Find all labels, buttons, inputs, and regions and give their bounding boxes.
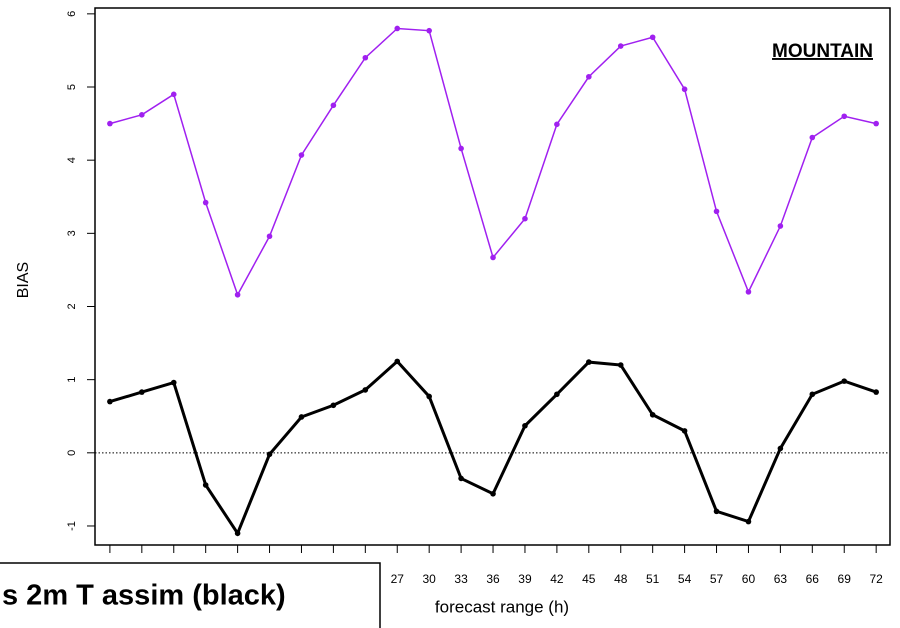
point [490,254,496,261]
x-tick-label: 27 [391,572,405,586]
point [330,402,337,409]
x-tick-label: 45 [582,572,596,586]
point [777,445,784,452]
x-tick-label: 42 [550,572,564,586]
point [170,91,177,98]
point [873,120,879,127]
point [202,199,209,206]
y-tick-label: -1 [66,521,78,531]
point [841,113,848,120]
point [394,358,401,365]
point [873,389,879,395]
point [426,393,432,400]
x-tick-label: 39 [518,572,532,586]
point [458,475,464,482]
point [362,54,369,61]
point [649,34,656,41]
point [298,152,305,158]
x-tick-label: 30 [422,572,436,586]
caption: s 2m T assim (black) [2,580,286,612]
point [330,102,337,109]
x-tick-label: 57 [710,572,724,586]
x-axis-label: forecast range (h) [435,597,569,616]
point [649,411,656,418]
point [234,291,241,298]
x-tick-label: 66 [806,572,820,586]
point [522,422,528,429]
y-tick-label: 1 [66,377,78,383]
y-tick-label: 3 [66,230,78,236]
point [362,387,369,393]
point [777,223,784,229]
point [809,391,816,398]
point [522,215,528,222]
x-tick-label: 69 [838,572,852,586]
point [745,518,752,525]
point [298,414,305,420]
y-tick-label: 5 [66,84,78,90]
point [681,428,688,434]
x-tick-label: 63 [774,572,788,586]
point [170,379,177,386]
x-tick-label: 54 [678,572,692,586]
point [234,530,241,537]
point [394,25,401,32]
caption-box [0,562,381,628]
point [617,43,624,49]
x-tick-label: 33 [454,572,468,586]
point [554,121,560,128]
x-tick-label: 60 [742,572,756,586]
point [841,378,848,384]
point [490,490,496,497]
point [266,451,273,458]
point [554,391,560,398]
point [586,73,592,80]
point [139,112,145,118]
series-line [109,359,877,537]
point [713,508,720,515]
plot-frame [94,7,891,546]
x-tick-label: 51 [646,572,660,586]
annotation: MOUNTAIN [772,41,873,62]
y-tick-label: 4 [66,157,78,163]
point [586,359,592,365]
point [426,27,432,34]
x-tick-label: 72 [869,572,883,586]
point [745,289,752,295]
point [617,362,624,368]
x-tick-label: 36 [486,572,500,586]
point [681,86,688,93]
y-tick-label: 0 [66,450,78,456]
y-axis-label: BIAS [15,262,32,298]
point [458,145,464,152]
point [107,398,113,405]
point [107,120,113,127]
point [713,208,720,215]
y-tick-label: 2 [66,303,78,309]
point [266,233,273,240]
y-tick-label: 6 [66,11,78,17]
point [809,134,816,141]
point [202,482,209,488]
point [139,389,145,395]
x-tick-label: 48 [614,572,628,586]
